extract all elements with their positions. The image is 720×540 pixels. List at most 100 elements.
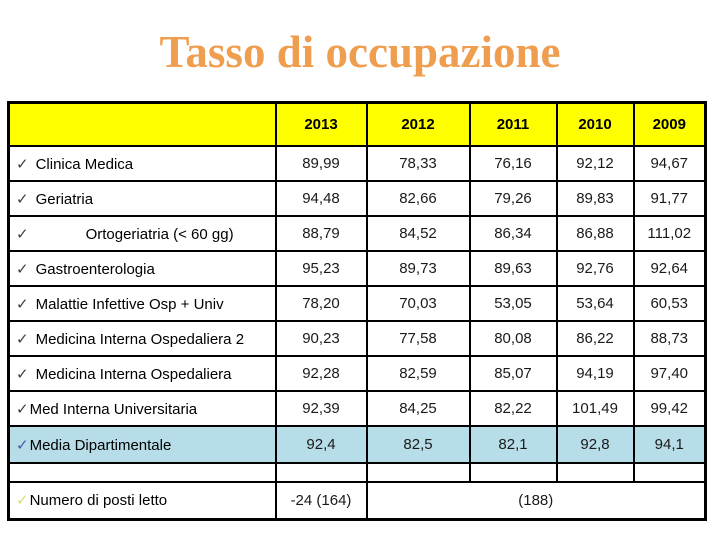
value-cell: 77,58 xyxy=(365,320,471,357)
value-cell: 82,66 xyxy=(365,180,471,217)
value-cell: 91,77 xyxy=(632,180,707,217)
value-cell: 89,73 xyxy=(365,250,471,287)
value-cell: 101,49 xyxy=(555,390,635,427)
value-cell: 88,79 xyxy=(274,215,368,252)
value-cell: 92,12 xyxy=(555,145,635,182)
value-cell: 78,33 xyxy=(365,145,471,182)
table-row: ✓ Gastroenterologia 95,23 89,73 89,63 92,76 92… xyxy=(7,250,707,287)
value-cell: 86,22 xyxy=(555,320,635,357)
checkmark-icon: ✓ xyxy=(16,225,29,243)
row-label-cell: ✓ Malattie Infettive Osp + Univ xyxy=(7,285,277,322)
value-cell: 94,19 xyxy=(555,355,635,392)
row-label: Gastroenterologia xyxy=(35,260,155,278)
value-cell: 60,53 xyxy=(632,285,707,322)
empty-cell xyxy=(365,462,471,483)
checkmark-icon: ✓ xyxy=(16,330,29,348)
value-cell: 86,88 xyxy=(555,215,635,252)
row-label: Ortogeriatria (< 60 gg) xyxy=(85,225,234,243)
value-cell: 89,63 xyxy=(468,250,558,287)
value-cell: 92,64 xyxy=(632,250,707,287)
value-cell: 95,23 xyxy=(274,250,368,287)
row-label: Numero di posti letto xyxy=(29,492,168,510)
value-cell: 80,08 xyxy=(468,320,558,357)
value-cell: 82,1 xyxy=(468,425,558,464)
row-label-cell: ✓ Medicina Interna Ospedaliera 2 xyxy=(7,320,277,357)
value-cell: 90,23 xyxy=(274,320,368,357)
table-row: ✓ Malattie Infettive Osp + Univ 78,20 70,03… xyxy=(7,285,707,322)
table-row: ✓ Geriatria 94,48 82,66 79,26 89,83 91,77 xyxy=(7,180,707,217)
row-label: Med Interna Universitaria xyxy=(29,400,198,418)
table-row: ✓ Medicina Interna Ospedaliera 2 90,23 77,5… xyxy=(7,320,707,357)
checkmark-icon: ✓ xyxy=(16,155,29,173)
value-cell: 82,22 xyxy=(468,390,558,427)
row-label: Clinica Medica xyxy=(35,155,134,173)
value-cell: 92,8 xyxy=(555,425,635,464)
row-label-cell: ✓Med Interna Universitaria xyxy=(7,390,277,427)
empty-cell xyxy=(632,462,707,483)
table-row: ✓ Medicina Interna Ospedaliera 92,28 82,59 8… xyxy=(7,355,707,392)
table-header: 2013 2012 2011 2010 2009 xyxy=(7,101,707,147)
header-cell-label xyxy=(7,101,277,147)
value-cell: 92,4 xyxy=(274,425,368,464)
row-label-cell: ✓ Gastroenterologia xyxy=(7,250,277,287)
value-cell: 94,48 xyxy=(274,180,368,217)
header-row: 2013 2012 2011 2010 2009 xyxy=(7,101,707,147)
value-cell: 76,16 xyxy=(468,145,558,182)
row-label: Malattie Infettive Osp + Univ xyxy=(35,295,224,313)
row-label: Medicina Interna Ospedaliera xyxy=(35,365,232,383)
beds-merged-cell: (188) xyxy=(365,481,707,520)
header-cell-year: 2012 xyxy=(365,101,471,147)
header-cell-year: 2013 xyxy=(274,101,368,147)
checkmark-icon: ✓ xyxy=(16,260,29,278)
checkmark-icon: ✓ xyxy=(16,190,29,208)
checkmark-icon: ✓ xyxy=(16,492,29,510)
row-label: Geriatria xyxy=(35,190,94,208)
table-row: ✓ Clinica Medica 89,99 78,33 76,16 92,12 94,67 xyxy=(7,145,707,182)
page-title: Tasso di occupazione xyxy=(159,27,561,77)
value-cell: 53,64 xyxy=(555,285,635,322)
value-cell: 97,40 xyxy=(632,355,707,392)
header-cell-year: 2010 xyxy=(555,101,635,147)
row-label-cell: ✓ Geriatria xyxy=(7,180,277,217)
value-cell: 94,1 xyxy=(632,425,707,464)
row-label-cell: ✓ Ortogeriatria (< 60 gg) xyxy=(7,215,277,252)
row-label-cell: ✓Numero di posti letto xyxy=(7,481,277,520)
value-cell: 92,28 xyxy=(274,355,368,392)
value-cell: 89,83 xyxy=(555,180,635,217)
header-cell-year: 2011 xyxy=(468,101,558,147)
table-body: ✓ Clinica Medica 89,99 78,33 76,16 92,12 94,67… xyxy=(7,145,707,520)
checkmark-icon: ✓ xyxy=(16,365,29,383)
value-cell: 88,73 xyxy=(632,320,707,357)
value-cell: 89,99 xyxy=(274,145,368,182)
empty-cell xyxy=(555,462,635,483)
value-cell: 86,34 xyxy=(468,215,558,252)
value-cell: 79,26 xyxy=(468,180,558,217)
beds-2013-cell: -24 (164) xyxy=(274,481,368,520)
value-cell: 92,39 xyxy=(274,390,368,427)
header-cell-year: 2009 xyxy=(632,101,707,147)
value-cell: 92,76 xyxy=(555,250,635,287)
value-cell: 53,05 xyxy=(468,285,558,322)
value-cell: 82,59 xyxy=(365,355,471,392)
summary-row: ✓Media Dipartimentale 92,4 82,5 82,1 92,8 94,… xyxy=(7,425,707,464)
row-label-cell: ✓ Medicina Interna Ospedaliera xyxy=(7,355,277,392)
value-cell: 99,42 xyxy=(632,390,707,427)
empty-cell xyxy=(274,462,368,483)
occupancy-table: 2013 2012 2011 2010 2009 ✓ Clinica Medica… xyxy=(7,101,707,521)
value-cell: 70,03 xyxy=(365,285,471,322)
row-label-cell: ✓ Clinica Medica xyxy=(7,145,277,182)
empty-cell xyxy=(468,462,558,483)
value-cell: 84,25 xyxy=(365,390,471,427)
value-cell: 111,02 xyxy=(632,215,707,252)
value-cell: 94,67 xyxy=(632,145,707,182)
value-cell: 78,20 xyxy=(274,285,368,322)
checkmark-icon: ✓ xyxy=(16,400,29,418)
value-cell: 84,52 xyxy=(365,215,471,252)
beds-row: ✓Numero di posti letto -24 (164) (188) xyxy=(7,481,707,520)
checkmark-icon: ✓ xyxy=(16,295,29,313)
checkmark-icon: ✓ xyxy=(16,436,29,454)
row-label: Medicina Interna Ospedaliera 2 xyxy=(35,330,245,348)
row-label: Media Dipartimentale xyxy=(29,436,172,454)
spacer-row xyxy=(7,462,707,483)
table-row: ✓Med Interna Universitaria 92,39 84,25 82,2… xyxy=(7,390,707,427)
